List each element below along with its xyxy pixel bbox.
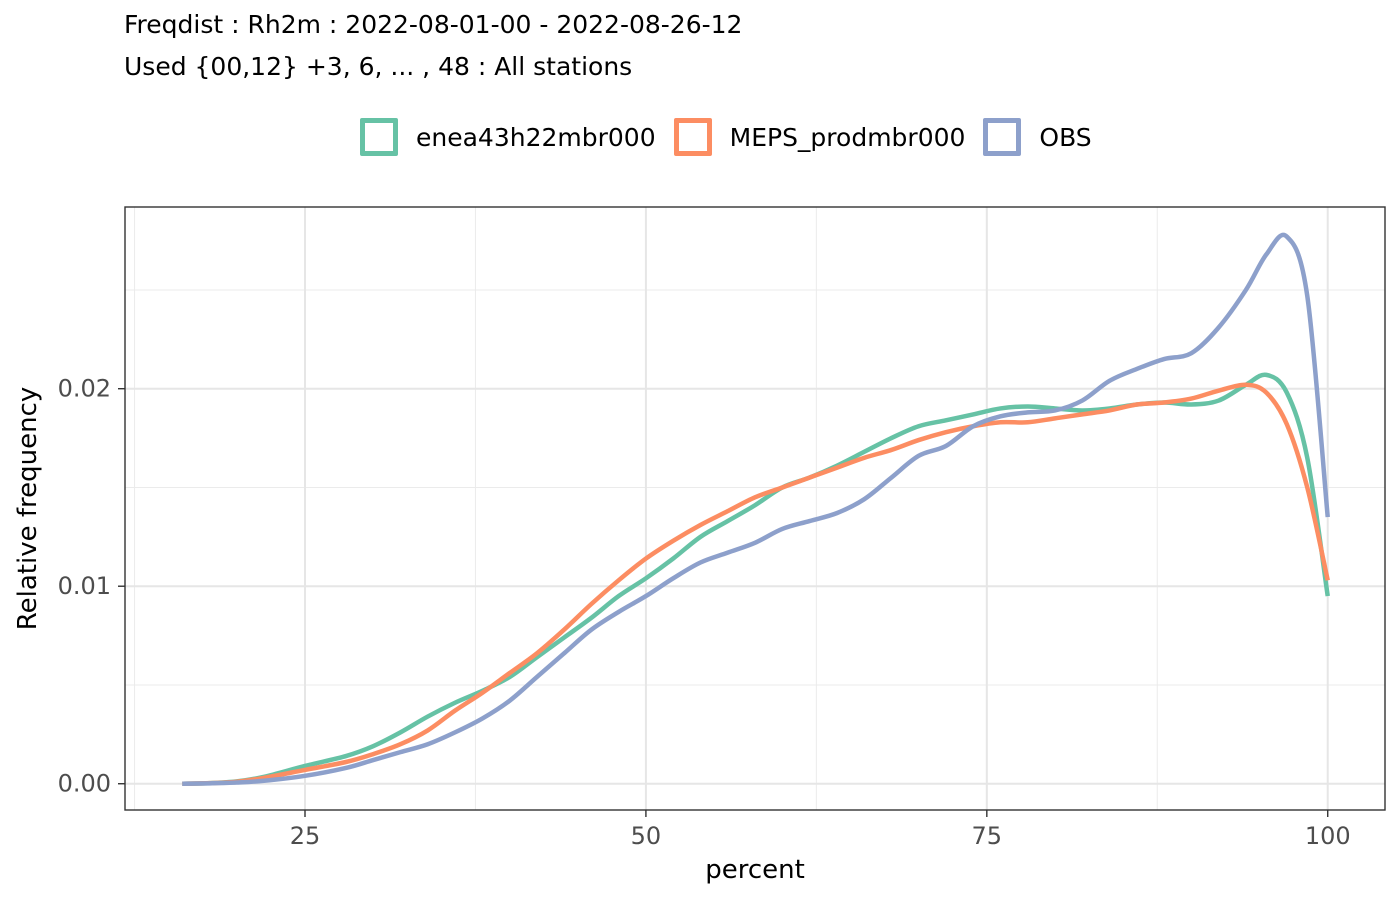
- series-line-meps-prodmbr000: [182, 382, 1330, 786]
- y-axis: 0.00 0.01 0.02: [58, 375, 125, 798]
- y-tick-label: 0.00: [58, 770, 111, 798]
- minor-gridlines: [125, 207, 1385, 810]
- plot-panel-border: [124, 206, 1386, 811]
- legend-label-obs: OBS: [1039, 122, 1092, 152]
- y-tick-label: 0.02: [58, 375, 111, 403]
- x-tick-label: 100: [1305, 822, 1351, 850]
- x-tick-label: 25: [290, 822, 321, 850]
- legend-key-meps-prodmbr000: [673, 118, 712, 156]
- y-axis-title: Relative frequency: [13, 387, 43, 631]
- x-tick-label: 50: [631, 822, 662, 850]
- series-lines: [182, 232, 1330, 786]
- series-line-enea43h22mbr000: [182, 372, 1330, 786]
- legend-item-enea43h22mbr000: enea43h22mbr000: [360, 118, 656, 156]
- legend-key-obs: [983, 118, 1022, 156]
- legend: enea43h22mbr000 MEPS_prodmbr000 OBS: [360, 114, 1110, 160]
- legend-label-enea43h22mbr000: enea43h22mbr000: [416, 122, 656, 152]
- series-line-obs: [182, 232, 1330, 786]
- x-axis-title: percent: [705, 855, 805, 885]
- y-tick-label: 0.01: [58, 572, 111, 600]
- legend-item-obs: OBS: [983, 118, 1092, 156]
- chart-subtitle: Used {00,12} +3, 6, ... , 48 : All stati…: [124, 52, 633, 81]
- legend-key-enea43h22mbr000: [360, 118, 398, 156]
- legend-label-meps-prodmbr000: MEPS_prodmbr000: [729, 122, 966, 152]
- x-tick-label: 75: [972, 822, 1003, 850]
- legend-item-meps-prodmbr000: MEPS_prodmbr000: [673, 118, 966, 156]
- chart-title: Freqdist : Rh2m : 2022-08-01-00 - 2022-0…: [124, 10, 743, 39]
- major-gridlines: [125, 207, 1385, 810]
- x-axis: 25 50 75 100: [290, 810, 1351, 850]
